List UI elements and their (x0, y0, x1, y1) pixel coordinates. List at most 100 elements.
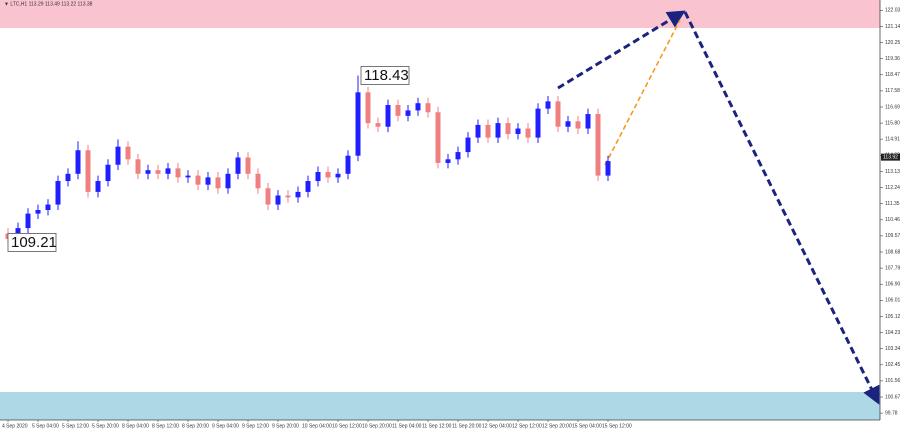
y-tick-label: 111.35 (885, 201, 900, 207)
candle-body (215, 177, 221, 189)
candle-body (595, 114, 601, 176)
y-tick-label: 104.23 (885, 330, 900, 336)
y-tick-label: 109.57 (885, 233, 900, 239)
forecast-arrow (557, 10, 686, 90)
candle-body (145, 170, 151, 174)
y-tick-label: 113.13 (885, 169, 900, 175)
y-tick-label: 102.45 (885, 362, 900, 368)
x-tick-label: 8 Sep 12:00 (152, 423, 179, 429)
candle-body (95, 181, 101, 192)
candle-body (605, 161, 611, 176)
candle-body (125, 146, 131, 160)
y-tick-label: 112.24 (885, 185, 900, 191)
header: ▼ LTC,H1 113.29 113.49 113.22 113.38 (4, 1, 93, 7)
x-tick-label: 5 Sep 12:00 (62, 423, 89, 429)
x-tick-label: 11 Sep 04:00 (392, 423, 422, 429)
x-tick-label: 10 Sep 12:00 (332, 423, 362, 429)
y-tick-label: 118.47 (885, 72, 900, 78)
y-tick-label: 120.25 (885, 40, 900, 46)
candle-body (295, 191, 301, 198)
annotation-box (7, 233, 57, 252)
candle-body (365, 92, 371, 124)
candle-body (185, 175, 191, 178)
y-tick-label: 99.78 (885, 410, 898, 416)
high-annotation: 118.43 (364, 67, 409, 84)
candle-body (25, 213, 31, 229)
y-tick-label: 107.79 (885, 265, 900, 271)
y-tick-label: 114.91 (885, 137, 900, 143)
x-tick-label: 9 Sep 20:00 (272, 423, 299, 429)
y-tick-label: 103.34 (885, 346, 900, 352)
candle-body (285, 195, 291, 198)
resistance-zone (0, 0, 880, 28)
candle-body (505, 123, 511, 134)
candle-body (375, 123, 381, 127)
low-annotation: 109.21 (11, 234, 57, 251)
x-tick-label: 12 Sep 04:00 (482, 423, 512, 429)
candle-body (475, 124, 481, 138)
x-tick-label: 10 Sep 04:00 (302, 423, 332, 429)
x-tick-label: 11 Sep 12:00 (422, 423, 452, 429)
candle-body (405, 110, 411, 116)
x-tick-label: 5 Sep 04:00 (32, 423, 59, 429)
y-tick-label: 116.69 (885, 104, 900, 110)
candle-body (315, 171, 321, 182)
x-tick-label: 5 Sep 20:00 (92, 423, 119, 429)
y-tick-label: 121.14 (885, 24, 900, 30)
candle-body (555, 101, 561, 127)
candle-body (225, 173, 231, 189)
candle-body (305, 181, 311, 192)
forecast-arrow (683, 11, 880, 405)
candle-body (105, 164, 111, 182)
y-tick-label: 100.67 (885, 394, 900, 400)
candle-body (485, 124, 491, 138)
candle-body (175, 168, 181, 178)
x-tick-label: 15 Sep 12:00 (602, 423, 632, 429)
current-price-label: 113.92 (883, 154, 898, 160)
y-tick-label: 108.68 (885, 249, 900, 255)
y-tick-label: 119.36 (885, 56, 900, 62)
candle-body (65, 173, 71, 182)
x-tick-label: 4 Sep 2020 (2, 423, 28, 429)
candle-body (115, 146, 121, 165)
candle-body (275, 195, 281, 205)
x-tick-label: 8 Sep 04:00 (122, 423, 149, 429)
candle-body (355, 92, 361, 156)
x-tick-label: 12 Sep 20:00 (542, 423, 572, 429)
candle-body (75, 150, 81, 174)
x-tick-label: 12 Sep 12:00 (512, 423, 542, 429)
x-tick-label: 9 Sep 12:00 (242, 423, 269, 429)
x-tick-label: 11 Sep 20:00 (452, 423, 482, 429)
annotation-box (360, 66, 410, 85)
candle-body (325, 171, 331, 178)
x-tick-label: 10 Sep 20:00 (362, 423, 392, 429)
candle-body (205, 177, 211, 185)
candle-body (55, 181, 61, 205)
candle-body (155, 170, 161, 174)
x-tick-label: 15 Sep 04:00 (572, 423, 602, 429)
y-tick-label: 117.58 (885, 88, 900, 94)
y-tick-label: 110.46 (885, 217, 900, 223)
x-tick-label: 9 Sep 04:00 (212, 423, 239, 429)
candle-body (385, 105, 391, 127)
y-tick-label: 122.03 (885, 8, 900, 14)
candle-body (135, 159, 141, 174)
candle-body (395, 105, 401, 116)
y-tick-label: 105.12 (885, 314, 900, 320)
candle-body (435, 112, 441, 163)
candle-body (85, 150, 91, 192)
candle-body (515, 128, 521, 134)
candle-body (425, 103, 431, 113)
support-zone (0, 392, 880, 420)
candle-body (415, 103, 421, 111)
y-tick-label: 101.56 (885, 378, 900, 384)
x-tick-label: 8 Sep 20:00 (182, 423, 209, 429)
candle-body (525, 128, 531, 138)
candle-body (245, 157, 251, 174)
candle-body (565, 121, 571, 127)
candle-body (235, 157, 241, 174)
candle-body (35, 210, 41, 214)
y-tick-label: 106.90 (885, 282, 900, 288)
